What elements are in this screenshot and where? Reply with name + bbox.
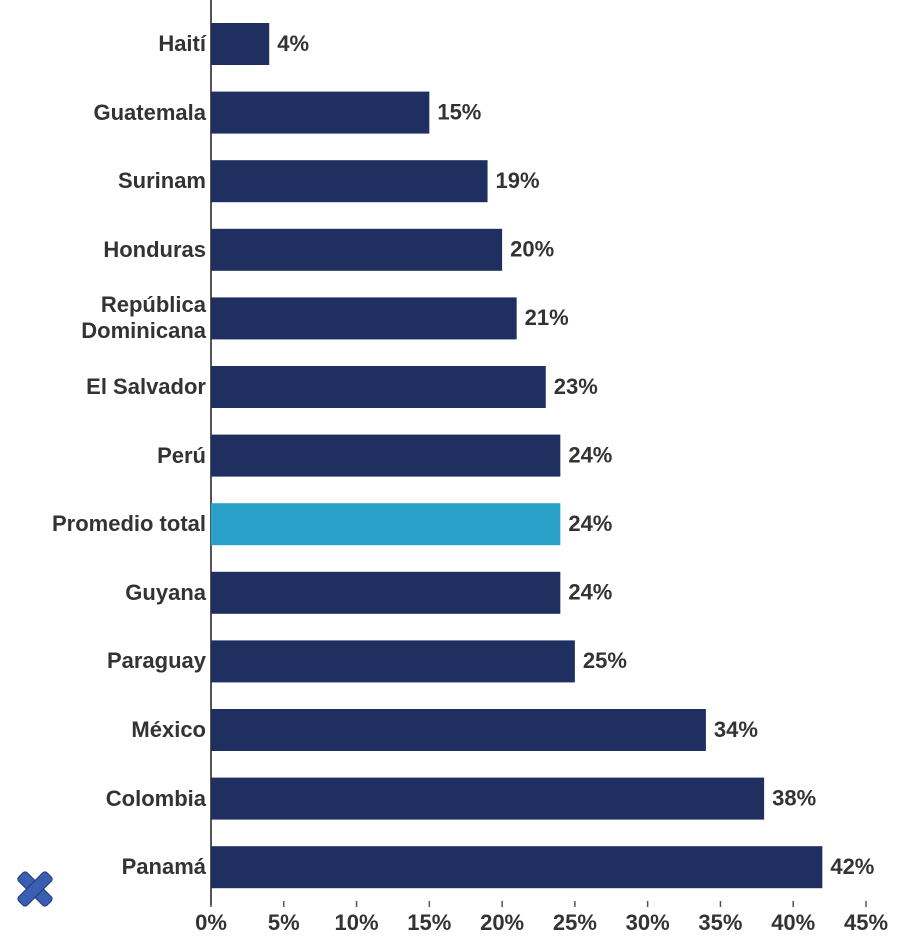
category-label: México — [131, 717, 206, 742]
value-label: 34% — [714, 717, 758, 742]
category-label: Paraguay — [106, 648, 206, 674]
category-label: Promedio total — [51, 511, 206, 537]
category-label: República Dominicana — [81, 292, 206, 344]
value-label: 15% — [437, 99, 481, 124]
bar — [211, 777, 765, 820]
bar — [211, 366, 546, 408]
category-label: Guyana — [125, 579, 206, 605]
value-label: 21% — [525, 305, 569, 330]
bar — [211, 640, 575, 683]
category-label: Haití — [158, 31, 206, 56]
x-tick-label: 20% — [480, 910, 524, 935]
category-label: Perú — [157, 442, 206, 468]
bar — [211, 228, 503, 271]
value-label: 4% — [277, 31, 309, 56]
bar — [211, 91, 430, 134]
x-tick-label: 0% — [195, 910, 227, 935]
bar — [211, 846, 823, 889]
value-label: 24% — [568, 511, 612, 536]
x-tick-label: 15% — [407, 910, 451, 935]
category-label: Guatemala — [93, 99, 207, 125]
x-tick-label: 45% — [844, 910, 888, 935]
category-label: Surinam — [117, 168, 206, 194]
close-icon — [17, 871, 53, 907]
value-label: 25% — [583, 648, 627, 673]
x-tick-label: 10% — [335, 910, 379, 935]
x-tick-label: 5% — [268, 910, 300, 935]
bar — [211, 709, 706, 751]
value-label: 24% — [568, 442, 612, 467]
value-label: 20% — [510, 237, 554, 262]
x-tick-label: 30% — [626, 910, 670, 935]
x-tick-label: 25% — [553, 910, 597, 935]
bar — [211, 434, 561, 477]
x-tick-label: 40% — [771, 910, 815, 935]
category-label: Panamá — [121, 854, 206, 880]
bar — [211, 297, 517, 340]
category-label: Colombia — [105, 785, 206, 811]
bar — [211, 571, 561, 614]
value-label: 19% — [496, 168, 540, 193]
value-label: 24% — [568, 580, 612, 605]
bar — [211, 503, 561, 546]
bar — [211, 160, 488, 203]
category-label: El Salvador — [86, 374, 206, 399]
category-label: Honduras — [103, 236, 206, 262]
value-label: 38% — [772, 785, 816, 810]
bar — [211, 23, 270, 65]
value-label: 23% — [554, 374, 598, 399]
value-label: 42% — [830, 854, 874, 879]
x-tick-label: 35% — [698, 910, 742, 935]
